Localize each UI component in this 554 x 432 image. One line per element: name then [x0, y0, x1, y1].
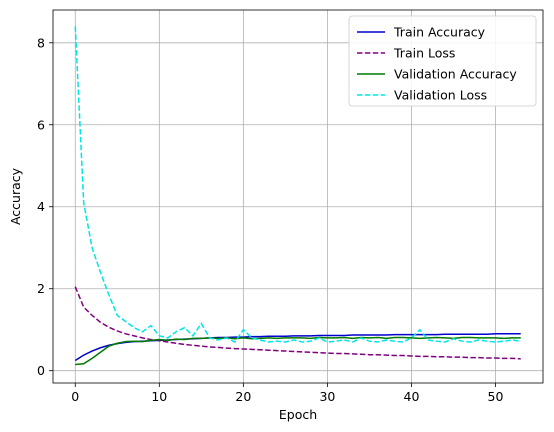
y-tick-label: 2 — [37, 281, 45, 296]
plot-frame — [52, 9, 544, 384]
legend-label-1: Train Loss — [393, 46, 455, 61]
series-line-3 — [74, 26, 521, 343]
series-layer — [74, 26, 521, 366]
x-tick-label: 40 — [404, 389, 420, 404]
series-line-1 — [74, 286, 521, 360]
legend-label-2: Validation Accuracy — [394, 67, 517, 82]
legend-box — [348, 15, 537, 107]
x-tick-label: 10 — [151, 389, 167, 404]
x-tick-label: 0 — [71, 389, 79, 404]
y-tick-label: 4 — [37, 199, 45, 214]
y-axis-title: Accuracy — [8, 167, 23, 225]
x-tick-label: 50 — [488, 389, 504, 404]
legend: Train Accuracy Train Loss Validation Accur… — [348, 15, 537, 107]
x-axis-title: Epoch — [279, 407, 317, 422]
legend-label-0: Train Accuracy — [393, 25, 486, 40]
x-tick-label: 30 — [319, 389, 335, 404]
x-tick-label: 20 — [235, 389, 251, 404]
y-tick-label: 6 — [37, 117, 45, 132]
series-line-2 — [75, 336, 521, 366]
axis-ticks: 0 10 20 30 40 50 0 2 4 6 8 — [37, 35, 503, 404]
legend-label-3: Validation Loss — [394, 88, 487, 103]
y-tick-label: 8 — [37, 35, 45, 50]
y-tick-label: 0 — [37, 363, 45, 378]
